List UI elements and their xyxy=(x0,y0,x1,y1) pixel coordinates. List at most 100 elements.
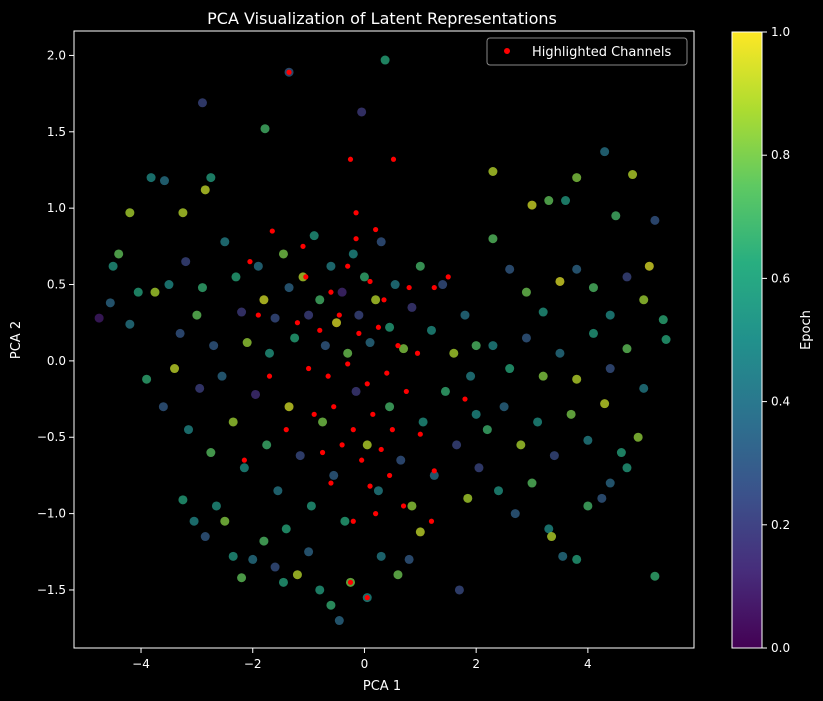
highlighted-point xyxy=(339,442,345,448)
scatter-point xyxy=(114,249,124,259)
scatter-point xyxy=(264,348,274,358)
scatter-point xyxy=(197,98,207,108)
scatter-point xyxy=(600,399,610,409)
scatter-point xyxy=(622,272,632,282)
scatter-point xyxy=(415,261,425,271)
scatter-point xyxy=(108,261,118,271)
scatter-point xyxy=(488,234,498,244)
scatter-point xyxy=(471,409,481,419)
scatter-point xyxy=(572,173,582,183)
scatter-point xyxy=(449,348,459,358)
scatter-point xyxy=(192,310,202,320)
scatter-point xyxy=(270,313,280,323)
scatter-point xyxy=(284,283,294,293)
highlighted-point xyxy=(373,226,379,233)
legend-label: Highlighted Channels xyxy=(532,45,671,60)
highlighted-point xyxy=(336,312,342,318)
scatter-point xyxy=(158,402,168,412)
scatter-point xyxy=(650,215,660,225)
highlighted-point xyxy=(417,431,423,437)
scatter-point xyxy=(329,470,339,480)
scatter-point xyxy=(454,585,464,595)
colorbar-tick-label: 0.6 xyxy=(771,271,790,285)
scatter-point xyxy=(505,264,515,274)
scatter-point xyxy=(200,532,210,542)
highlighted-point xyxy=(445,274,451,280)
x-tick-label: 0 xyxy=(361,657,369,671)
x-axis-label: PCA 1 xyxy=(363,679,401,694)
scatter-point xyxy=(133,287,143,297)
scatter-point xyxy=(544,196,554,206)
scatter-point xyxy=(538,307,548,317)
scatter-point xyxy=(558,551,568,561)
scatter-point xyxy=(605,364,615,374)
scatter-point xyxy=(505,364,515,374)
scatter-point xyxy=(362,440,372,450)
scatter-point xyxy=(343,348,353,358)
highlighted-point xyxy=(400,503,407,509)
scatter-point xyxy=(471,341,481,351)
highlighted-point xyxy=(367,483,373,489)
scatter-point xyxy=(482,425,492,435)
scatter-point xyxy=(572,374,582,384)
scatter-point xyxy=(385,322,395,332)
scatter-point xyxy=(622,463,632,473)
scatter-point xyxy=(228,417,238,427)
scatter-point xyxy=(639,295,649,305)
highlighted-point xyxy=(305,365,312,372)
scatter-point xyxy=(354,310,364,320)
y-tick-label: −1.0 xyxy=(37,507,66,521)
x-tick-label: 4 xyxy=(584,657,592,671)
scatter-point xyxy=(284,402,294,412)
scatter-point xyxy=(572,554,582,564)
scatter-point xyxy=(181,257,191,267)
y-tick-label: 2.0 xyxy=(47,48,66,62)
scatter-point xyxy=(373,486,383,496)
scatter-point xyxy=(159,176,169,186)
scatter-point xyxy=(460,310,470,320)
highlighted-point xyxy=(414,350,421,356)
highlighted-point xyxy=(345,263,351,269)
highlighted-point xyxy=(462,396,468,402)
scatter-point xyxy=(488,341,498,351)
highlighted-point xyxy=(378,446,384,453)
scatter-point xyxy=(521,333,531,343)
highlighted-point xyxy=(389,427,395,433)
highlighted-point xyxy=(350,518,356,524)
highlighted-point xyxy=(350,427,356,433)
scatter-point xyxy=(583,435,593,445)
colorbar-tick-label: 0.8 xyxy=(771,148,790,162)
scatter-point xyxy=(94,313,104,323)
highlighted-point xyxy=(317,327,323,333)
scatter-point xyxy=(231,272,241,282)
colorbar-tick-label: 1.0 xyxy=(771,25,790,39)
highlighted-point xyxy=(431,284,437,291)
highlighted-point xyxy=(286,69,292,75)
scatter-point xyxy=(281,524,291,534)
scatter-point xyxy=(239,463,249,473)
scatter-point xyxy=(326,261,336,271)
scatter-point xyxy=(220,516,230,526)
x-axis: −4 −2 0 2 4 xyxy=(132,648,592,671)
colorbar-tick-label: 0.0 xyxy=(771,641,790,655)
scatter-point xyxy=(150,287,160,297)
y-tick-label: 0.5 xyxy=(47,278,66,292)
scatter-point xyxy=(320,341,330,351)
highlighted-point xyxy=(241,457,247,463)
scatter-point xyxy=(178,208,188,218)
highlighted-point xyxy=(303,274,309,280)
scatter-point xyxy=(583,501,593,511)
highlighted-point xyxy=(370,411,376,417)
highlighted-point xyxy=(347,579,354,585)
scatter-point xyxy=(228,551,238,561)
scatter-point xyxy=(588,283,598,293)
scatter-point xyxy=(566,409,576,419)
scatter-point xyxy=(533,417,543,427)
highlighted-point xyxy=(386,472,393,479)
scatter-point xyxy=(326,600,336,610)
scatter-point xyxy=(348,249,358,259)
scatter-point xyxy=(429,470,439,480)
scatter-point xyxy=(206,448,216,458)
y-axis-label: PCA 2 xyxy=(9,321,24,359)
scatter-point xyxy=(125,208,135,218)
